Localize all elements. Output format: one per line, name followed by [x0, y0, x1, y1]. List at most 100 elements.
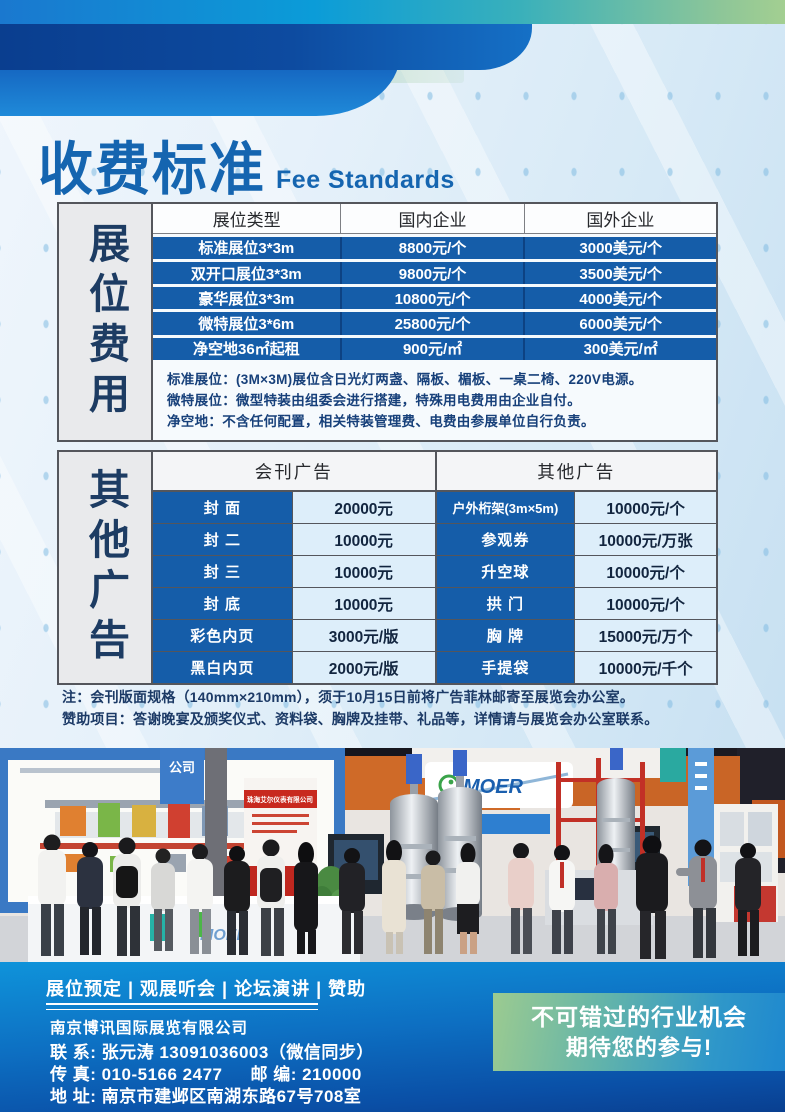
booth-type-cell: 标准展位3*3m: [153, 236, 340, 259]
table-row: 微特展位3*6m 25800元/个 6000美元/个: [153, 312, 716, 335]
small-poster: [748, 812, 772, 846]
foreign-price-cell: 4000美元/个: [523, 287, 716, 310]
ad-price-cell: 10000元: [292, 556, 435, 587]
footer-notes: 注：会刊版面规格（140mm×210mm），须于10月15日前将广告菲林邮寄至展…: [62, 687, 742, 730]
table-row: 净空地36㎡起租 900元/㎡ 300美元/㎡: [153, 337, 716, 360]
ad-label-cell: 黑白内页: [153, 652, 293, 683]
note-line: 微特展位：微型特装由组委会进行搭建，特殊用电费用由企业自付。: [167, 392, 581, 408]
table-row: 封 二 10000元: [153, 524, 435, 556]
other-ads-group: 其他广告 户外桁架(3m×5m) 10000元/个 参观券 10000元/万张 …: [434, 452, 716, 683]
table-row: 拱 门 10000元/个: [436, 588, 716, 620]
ad-label-cell: 拱 门: [436, 588, 576, 619]
top-gradient-bar: [0, 0, 785, 24]
blue-company-panel: [160, 748, 204, 804]
table-row: 封 三 10000元: [153, 556, 435, 588]
small-poster: [720, 812, 744, 846]
column-header: 国内企业: [340, 204, 523, 233]
ad-price-cell: 10000元/个: [575, 556, 716, 587]
table-row: 豪华展位3*3m 10800元/个 4000美元/个: [153, 287, 716, 310]
booth-fee-sidebar: 展位费用: [59, 204, 153, 440]
address-line: 地 址: 南京市建邺区南湖东路67号708室: [50, 1087, 362, 1106]
ad-price-cell: 10000元/万张: [575, 524, 716, 555]
ad-price-cell: 10000元: [292, 588, 435, 619]
banner-text-mark: [695, 774, 707, 778]
ad-label-cell: 参观券: [436, 524, 576, 555]
table-row: 胸 牌 15000元/万个: [436, 620, 716, 652]
booth-fee-table: 展位费用 展位类型 国内企业 国外企业 标准展位3*3m 8800元/个 300…: [57, 202, 718, 442]
teal-sign: [660, 748, 686, 782]
foreign-price-cell: 300美元/㎡: [523, 337, 716, 360]
ad-price-cell: 2000元/版: [292, 652, 435, 683]
booth-fee-header-row: 展位类型 国内企业 国外企业: [153, 204, 716, 234]
other-ads-header: 其他广告: [436, 452, 716, 492]
ad-fee-table: 其他广告 会刊广告 封 面 20000元 封 二 10000元 封 三 1000…: [57, 450, 718, 685]
navy-swoosh-upper: [0, 24, 532, 70]
domestic-price-cell: 8800元/个: [339, 236, 524, 259]
ad-label-cell: 封 面: [153, 492, 293, 523]
domestic-price-cell: 900元/㎡: [339, 337, 524, 360]
ad-price-cell: 15000元/万个: [575, 620, 716, 651]
ad-label-cell: 封 三: [153, 556, 293, 587]
booth-fee-content: 展位类型 国内企业 国外企业 标准展位3*3m 8800元/个 3000美元/个…: [153, 204, 716, 440]
foreign-price-cell: 3000美元/个: [523, 236, 716, 259]
journal-ads-group: 会刊广告 封 面 20000元 封 二 10000元 封 三 10000元 封 …: [153, 452, 435, 683]
ad-price-cell: 10000元: [292, 524, 435, 555]
footer-menu: 展位预定 | 观展听会 | 论坛演讲 | 赞助: [46, 979, 367, 999]
ad-label-cell: 户外桁架(3m×5m): [436, 492, 576, 523]
banner-text-mark: [695, 762, 707, 766]
footer: 展位预定 | 观展听会 | 论坛演讲 | 赞助 南京博讯国际展览有限公司 联 系…: [0, 962, 785, 1112]
page-title-en: Fee Standards: [276, 166, 455, 194]
booth-type-cell: 双开口展位3*3m: [153, 261, 340, 285]
ad-fee-sidebar: 其他广告: [59, 452, 153, 683]
ad-label-cell: 手提袋: [436, 652, 576, 683]
ad-fee-content: 会刊广告 封 面 20000元 封 二 10000元 封 三 10000元 封 …: [153, 452, 716, 683]
note-line: 标准展位：(3M×3M)展位含日光灯两盏、隔板、楣板、一桌二椅、220V电源。: [167, 371, 643, 387]
cta-banner: 不可错过的行业机会 期待您的参与!: [493, 993, 785, 1071]
table-row: 黑白内页 2000元/版: [153, 652, 435, 683]
table-row: 彩色内页 3000元/版: [153, 620, 435, 652]
foreign-price-cell: 3500美元/个: [523, 261, 716, 285]
ad-label-cell: 胸 牌: [436, 620, 576, 651]
booth-fee-notes: 标准展位：(3M×3M)展位含日光灯两盏、隔板、楣板、一桌二椅、220V电源。 …: [153, 360, 716, 440]
column-header: 国外企业: [523, 204, 716, 233]
journal-ads-header: 会刊广告: [153, 452, 435, 492]
ad-price-cell: 20000元: [292, 492, 435, 523]
booth-type-cell: 豪华展位3*3m: [153, 287, 340, 310]
cta-line2: 期待您的参与!: [565, 1035, 713, 1060]
booth-fee-sidebar-label: 展位费用: [82, 222, 129, 422]
domestic-price-cell: 25800元/个: [339, 312, 524, 335]
page-title-cn: 收费标准: [38, 136, 267, 202]
ad-label-cell: 彩色内页: [153, 620, 293, 651]
ad-label-cell: 封 底: [153, 588, 293, 619]
ad-price-cell: 3000元/版: [292, 620, 435, 651]
ad-price-cell: 10000元/千个: [575, 652, 716, 683]
foreign-price-cell: 6000美元/个: [523, 312, 716, 335]
ad-price-cell: 10000元/个: [575, 588, 716, 619]
note-line: 注：会刊版面规格（140mm×210mm），须于10月15日前将广告菲林邮寄至展…: [62, 689, 635, 705]
note-line: 净空地：不含任何配置，相关特装管理费、电费由参展单位自行负责。: [167, 413, 595, 429]
booth-type-cell: 净空地36㎡起租: [153, 337, 340, 360]
table-row: 双开口展位3*3m 9800元/个 3500美元/个: [153, 261, 716, 285]
table-row: 封 底 10000元: [153, 588, 435, 620]
table-row: 户外桁架(3m×5m) 10000元/个: [436, 492, 716, 524]
table-row: 手提袋 10000元/千个: [436, 652, 716, 683]
exhibition-photo: 公司 珠海艾尔仪表有限公司 MOER: [0, 748, 785, 962]
booth-type-cell: 微特展位3*6m: [153, 312, 340, 335]
cta-line1: 不可错过的行业机会: [531, 1004, 747, 1030]
table-row: 封 面 20000元: [153, 492, 435, 524]
blue-panel-text: 公司: [169, 760, 195, 775]
red-banner-title: 珠海艾尔仪表有限公司: [247, 795, 313, 804]
table-row: 标准展位3*3m 8800元/个 3000美元/个: [153, 236, 716, 259]
ad-label-cell: 升空球: [436, 556, 576, 587]
table-row: 升空球 10000元/个: [436, 556, 716, 588]
banner-text-mark: [695, 786, 707, 790]
ad-fee-sidebar-label: 其他广告: [82, 467, 129, 668]
ad-label-cell: 封 二: [153, 524, 293, 555]
page-title: 收费标准 Fee Standards: [38, 124, 455, 204]
note-line: 赞助项目：答谢晚宴及颁奖仪式、资料袋、胸牌及挂带、礼品等，详情请与展览会办公室联…: [62, 710, 659, 727]
column-header: 展位类型: [212, 210, 281, 230]
table-row: 参观券 10000元/万张: [436, 524, 716, 556]
ad-price-cell: 10000元/个: [575, 492, 716, 523]
company-name: 南京博讯国际展览有限公司: [50, 1020, 249, 1037]
